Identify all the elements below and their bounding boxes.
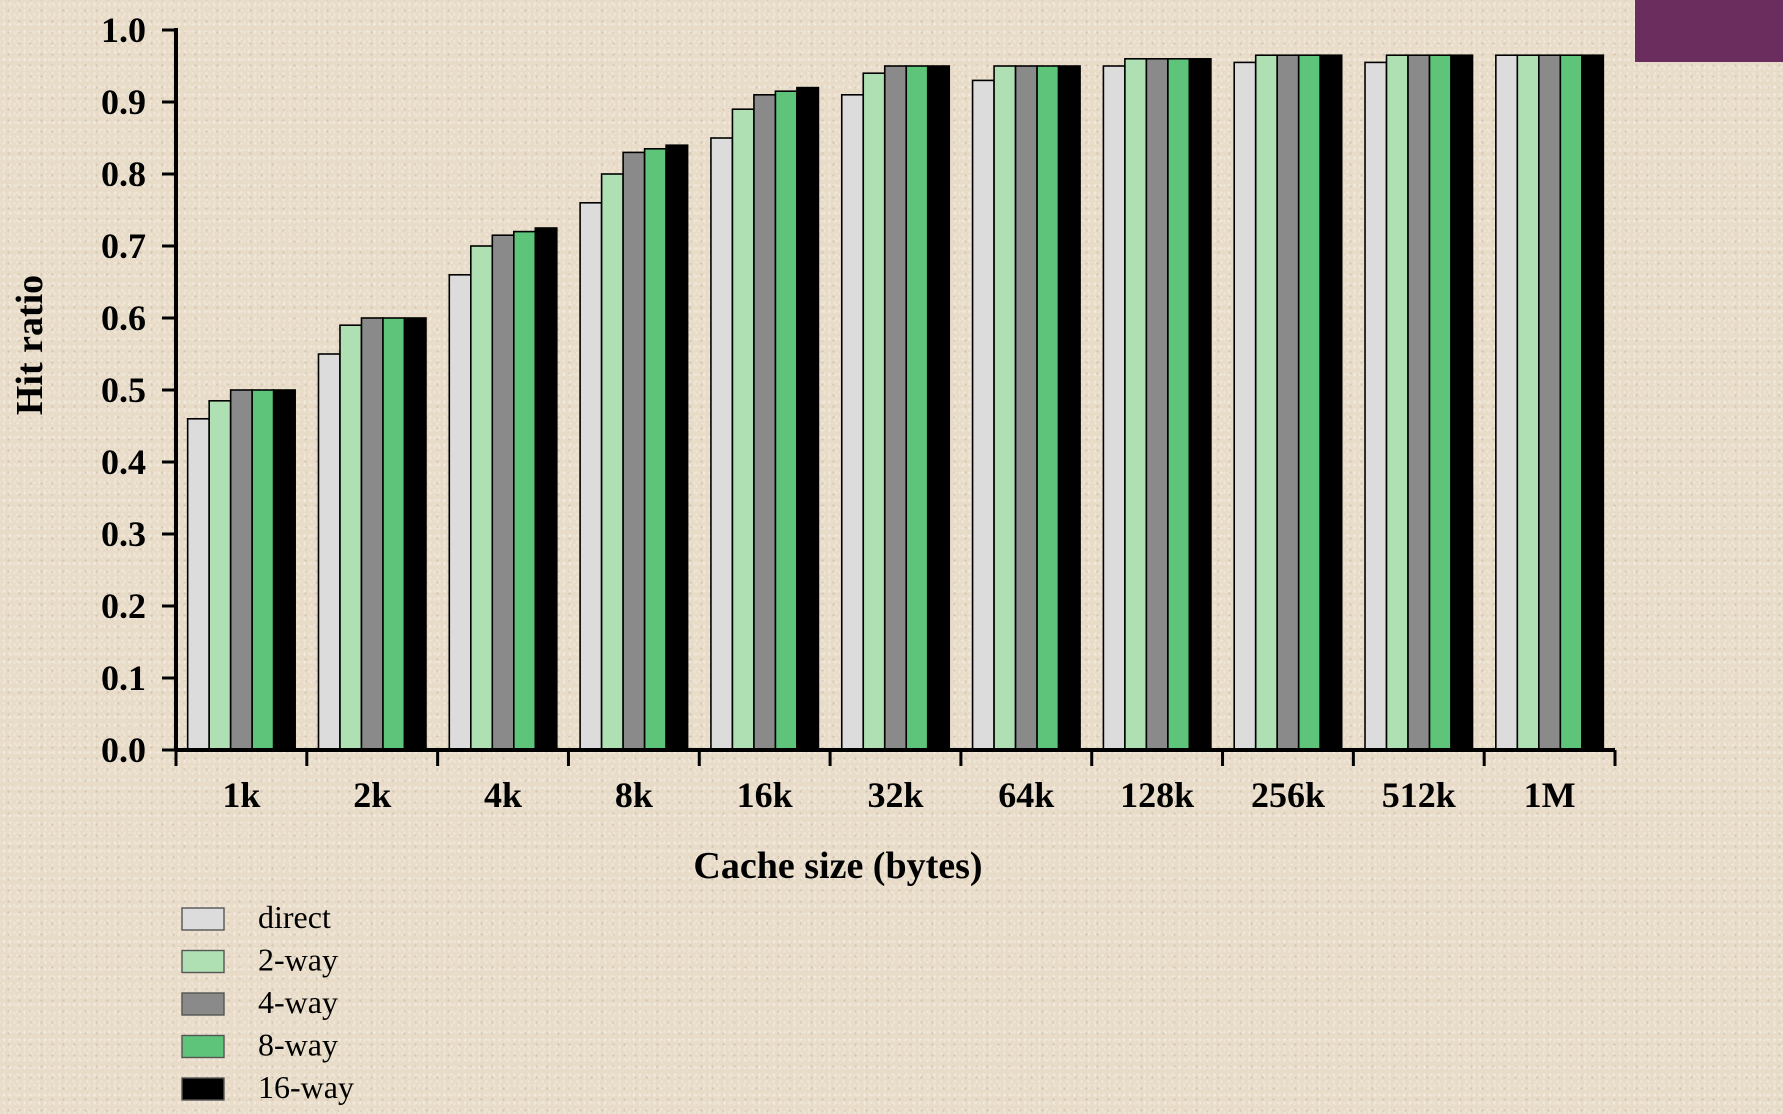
x-axis-title: Cache size (bytes)	[693, 845, 982, 887]
bar-8-way-1M	[1559, 54, 1583, 751]
y-axis-title: Hit ratio	[9, 275, 51, 415]
bar-8-way-4k	[512, 230, 537, 751]
bar-16-way-8k	[665, 144, 689, 751]
bar-4-way-32k	[883, 65, 908, 751]
bar-direct-1M	[1495, 54, 1519, 751]
bar-direct-512k	[1364, 61, 1388, 751]
y-tick-label: 0.8	[101, 154, 146, 194]
bar-8-way-256k	[1297, 54, 1321, 751]
legend-label-16-way: 16-way	[258, 1069, 354, 1105]
bar-4-way-64k	[1014, 65, 1038, 751]
bar-16-way-1k	[272, 389, 296, 751]
x-tick-label: 2k	[353, 775, 391, 815]
y-tick-label: 0.9	[101, 82, 146, 122]
bar-4-way-16k	[753, 94, 777, 751]
bar-2-way-2k	[339, 324, 363, 751]
bar-direct-64k	[971, 79, 995, 751]
bar-direct-128k	[1102, 65, 1126, 751]
bar-2-way-16k	[731, 108, 755, 751]
bar-16-way-512k	[1450, 54, 1474, 751]
axes-layer	[162, 28, 1617, 766]
bar-direct-256k	[1233, 61, 1257, 751]
bar-8-way-8k	[643, 148, 667, 751]
bar-8-way-2k	[382, 317, 406, 751]
y-tick-label: 0.2	[101, 586, 146, 626]
bar-8-way-128k	[1167, 57, 1191, 751]
bar-direct-16k	[710, 137, 734, 751]
legend-label-direct: direct	[258, 899, 331, 935]
bar-8-way-512k	[1428, 54, 1452, 751]
x-tick-label: 128k	[1120, 775, 1194, 815]
x-tick-label: 4k	[484, 775, 522, 815]
x-tick-label: 8k	[615, 775, 653, 815]
bar-8-way-64k	[1036, 65, 1060, 751]
bar-4-way-128k	[1145, 57, 1169, 751]
x-tick-label: 32k	[867, 775, 923, 815]
x-tick-label: 1M	[1524, 775, 1576, 815]
y-tick-label: 1.0	[101, 10, 146, 50]
corner-accent-block	[1635, 0, 1783, 62]
bar-2-way-8k	[600, 173, 624, 751]
legend-swatch-16-way	[181, 1077, 225, 1101]
bar-2-way-256k	[1254, 54, 1278, 751]
bar-direct-4k	[448, 273, 472, 751]
legend-swatch-4-way	[181, 992, 225, 1016]
bar-4-way-512k	[1407, 54, 1431, 751]
legend-label-2-way: 2-way	[258, 942, 338, 978]
legend-label-8-way: 8-way	[258, 1027, 338, 1063]
bar-16-way-2k	[403, 317, 427, 751]
y-tick-label: 0.5	[101, 370, 146, 410]
bar-4-way-2k	[360, 317, 384, 751]
x-tick-label: 512k	[1382, 775, 1456, 815]
x-tick-label: 1k	[222, 775, 260, 815]
bar-8-way-1k	[251, 389, 275, 751]
y-tick-label: 0.3	[101, 514, 146, 554]
bar-2-way-128k	[1124, 57, 1148, 751]
bar-direct-32k	[840, 94, 865, 751]
legend: direct 2-way 4-way 8-way 16-way	[181, 899, 354, 1105]
bar-2-way-32k	[862, 72, 886, 751]
bar-16-way-32k	[926, 65, 951, 751]
bar-16-way-128k	[1188, 57, 1212, 751]
labels-layer: 0.0 0.1 0.2 0.3 0.4 0.5 0.6 0.7 0.8 0.9 1.0 1k 2k 4k 8…	[101, 10, 1576, 815]
bar-8-way-16k	[774, 90, 798, 751]
bar-16-way-4k	[534, 227, 558, 751]
legend-swatch-8-way	[181, 1034, 225, 1059]
bar-16-way-256k	[1319, 54, 1343, 751]
legend-label-4-way: 4-way	[258, 984, 338, 1020]
bar-4-way-256k	[1276, 54, 1300, 751]
legend-swatch-direct	[181, 907, 225, 931]
bar-16-way-64k	[1057, 65, 1081, 751]
x-tick-label: 64k	[998, 775, 1054, 815]
bar-2-way-512k	[1385, 54, 1409, 751]
y-tick-label: 0.4	[101, 442, 146, 482]
bar-direct-8k	[579, 202, 603, 751]
bar-8-way-32k	[905, 65, 929, 751]
y-tick-label: 0.7	[101, 226, 146, 266]
bar-2-way-1k	[208, 399, 232, 751]
x-tick-label: 256k	[1251, 775, 1325, 815]
y-tick-label: 0.1	[101, 658, 146, 698]
bar-4-way-1M	[1538, 54, 1562, 751]
bar-4-way-1k	[229, 389, 253, 751]
bars-layer	[186, 54, 1605, 751]
bar-4-way-8k	[622, 151, 646, 751]
bar-direct-1k	[186, 417, 210, 751]
bar-2-way-4k	[469, 245, 494, 751]
bar-2-way-64k	[993, 65, 1017, 751]
y-tick-label: 0.0	[101, 730, 146, 770]
x-tick-label: 16k	[737, 775, 793, 815]
y-tick-label: 0.6	[101, 298, 146, 338]
bar-4-way-4k	[491, 234, 515, 751]
legend-swatch-2-way	[181, 949, 225, 974]
bar-direct-2k	[317, 353, 341, 751]
bar-16-way-1M	[1581, 54, 1605, 751]
bar-16-way-16k	[796, 86, 820, 751]
bar-2-way-1M	[1516, 54, 1540, 751]
